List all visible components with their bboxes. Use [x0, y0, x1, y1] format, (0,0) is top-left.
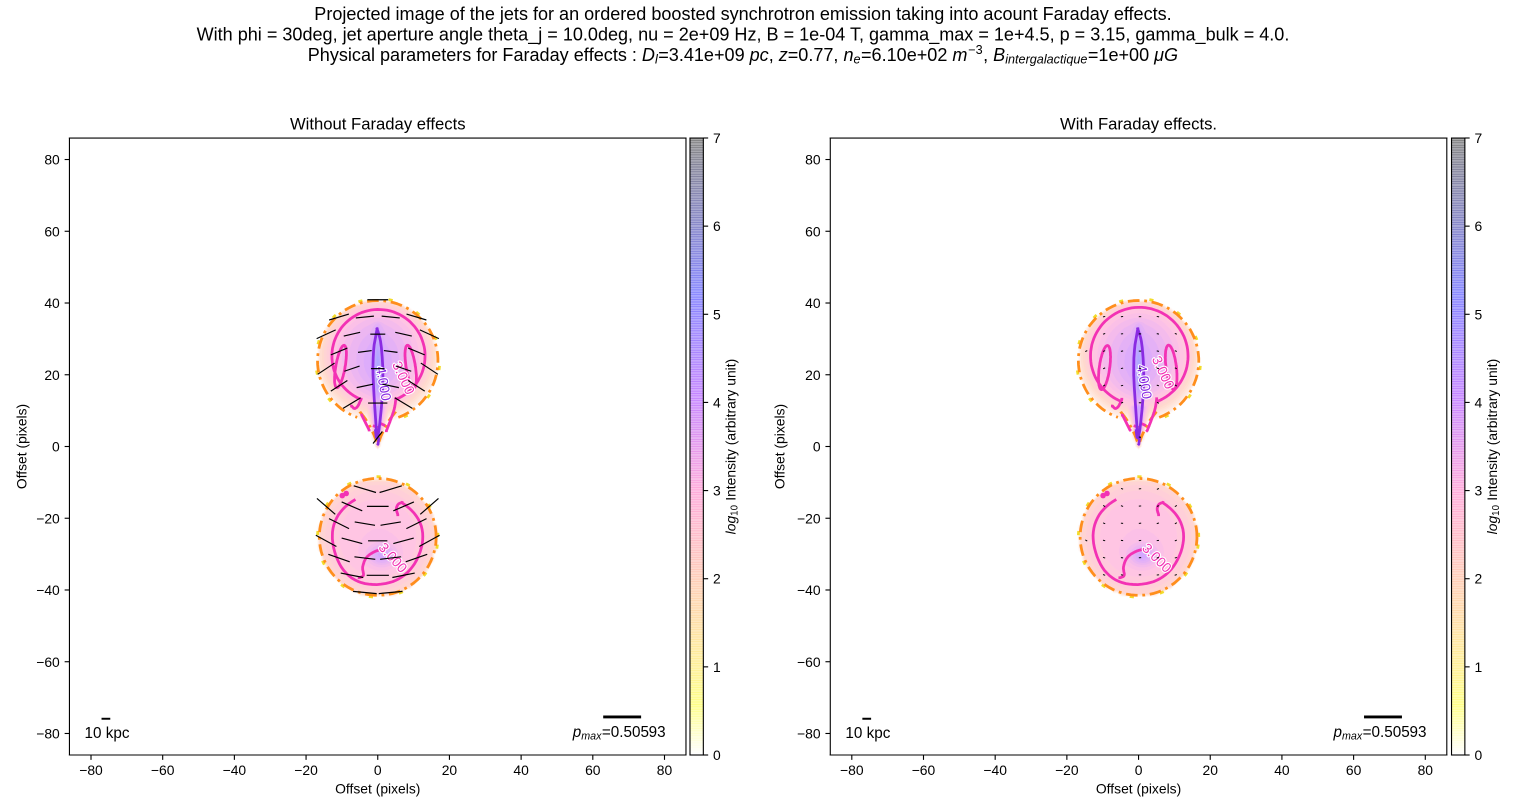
svg-text:l o g 1: l o g 1 0 I n t e n s i t y ( a r b i t …: [715, 358, 742, 535]
svg-text:−20: −20: [1055, 762, 1079, 778]
svg-text:Offset (pixels): Offset (pixels): [771, 404, 787, 489]
svg-text:3: 3: [1475, 483, 1483, 499]
svg-text:Without Faraday effects: Without Faraday effects: [290, 115, 466, 134]
svg-text:0: 0: [813, 439, 821, 455]
svg-text:20: 20: [44, 367, 60, 383]
svg-text:20: 20: [1203, 762, 1219, 778]
svg-text:5: 5: [713, 306, 721, 322]
svg-text:−60: −60: [797, 654, 821, 670]
svg-text:40: 40: [44, 295, 60, 311]
svg-text:0: 0: [374, 762, 382, 778]
svg-text:Projected image of the jets fo: Projected image of the jets for an order…: [314, 4, 1171, 24]
svg-text:p m a x: p m a x = 0 . 5 0 5 9 3: [572, 717, 666, 744]
svg-text:−40: −40: [223, 762, 247, 778]
svg-text:0: 0: [713, 747, 721, 763]
svg-text:6: 6: [713, 218, 721, 234]
svg-text:p m a x: p m a x = 0 . 5 0 5 9 3: [1333, 717, 1427, 744]
svg-text:−60: −60: [912, 762, 936, 778]
svg-text:60: 60: [805, 223, 821, 239]
svg-text:−20: −20: [294, 762, 318, 778]
svg-text:80: 80: [1418, 762, 1434, 778]
svg-text:40: 40: [1274, 762, 1290, 778]
svg-text:40: 40: [513, 762, 529, 778]
svg-text:−80: −80: [79, 762, 103, 778]
svg-text:7: 7: [1475, 130, 1483, 146]
svg-text:2: 2: [713, 571, 721, 587]
svg-text:10 kpc: 10 kpc: [85, 725, 130, 742]
svg-text:2: 2: [1475, 571, 1483, 587]
svg-text:−40: −40: [36, 582, 60, 598]
svg-text:−80: −80: [36, 726, 60, 742]
svg-text:60: 60: [1346, 762, 1362, 778]
svg-text:80: 80: [44, 152, 60, 168]
svg-text:l o g 1: l o g 1 0 I n t e n s i t y ( a r b i t …: [1477, 358, 1504, 535]
svg-text:80: 80: [657, 762, 673, 778]
svg-text:−60: −60: [36, 654, 60, 670]
svg-text:1: 1: [1475, 659, 1483, 675]
svg-text:7: 7: [713, 130, 721, 146]
svg-text:−40: −40: [983, 762, 1007, 778]
svg-text:1: 1: [713, 659, 721, 675]
svg-text:−20: −20: [36, 510, 60, 526]
svg-text:P h y s i: P h y s i c a l p a r a m e t e r s f o …: [308, 34, 1184, 69]
svg-text:−60: −60: [151, 762, 175, 778]
svg-text:20: 20: [805, 367, 821, 383]
svg-text:60: 60: [585, 762, 601, 778]
svg-text:−80: −80: [840, 762, 864, 778]
svg-text:Offset (pixels): Offset (pixels): [335, 780, 420, 796]
svg-text:5: 5: [1475, 306, 1483, 322]
svg-text:20: 20: [442, 762, 458, 778]
svg-text:−40: −40: [797, 582, 821, 598]
svg-text:With Faraday effects.: With Faraday effects.: [1060, 115, 1217, 134]
svg-text:60: 60: [44, 223, 60, 239]
svg-text:0: 0: [1475, 747, 1483, 763]
svg-text:0: 0: [52, 439, 60, 455]
svg-text:0: 0: [1135, 762, 1143, 778]
svg-text:4: 4: [713, 394, 721, 410]
svg-text:3: 3: [713, 483, 721, 499]
svg-text:Offset (pixels): Offset (pixels): [1096, 780, 1181, 796]
svg-text:With phi = 30deg, jet aperture: With phi = 30deg, jet aperture angle the…: [197, 25, 1290, 46]
svg-text:−80: −80: [797, 726, 821, 742]
svg-text:Offset (pixels): Offset (pixels): [13, 404, 29, 489]
svg-text:6: 6: [1475, 218, 1483, 234]
svg-text:80: 80: [805, 152, 821, 168]
svg-text:10 kpc: 10 kpc: [845, 725, 890, 742]
svg-text:40: 40: [805, 295, 821, 311]
svg-text:−20: −20: [797, 510, 821, 526]
svg-text:4: 4: [1475, 394, 1483, 410]
